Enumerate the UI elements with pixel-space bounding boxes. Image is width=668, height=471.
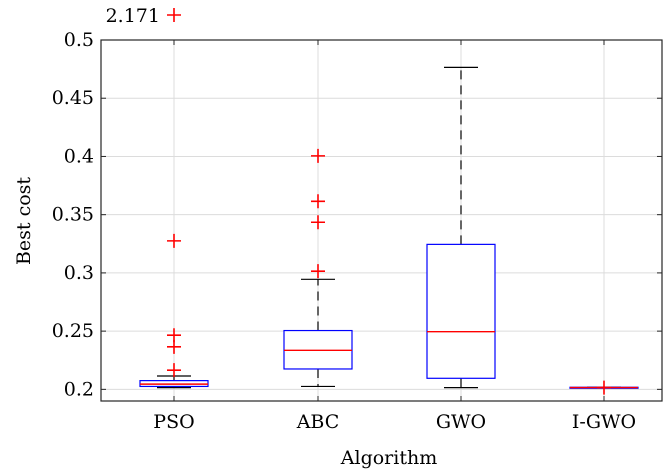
offscale-outlier-label: 2.171: [106, 5, 160, 27]
plot-frame: [100, 39, 663, 402]
y-axis-ticks: 0.2 0.25 0.3 0.35 0.4 0.45 0.5: [52, 29, 662, 400]
outlier-marker: [311, 215, 325, 230]
outlier-marker: [311, 194, 325, 209]
y-tick-label: 0.45: [52, 87, 94, 109]
box-i-gwo: [569, 380, 639, 395]
outlier-marker: [597, 380, 611, 395]
outlier-marker: [167, 328, 181, 343]
x-tick-label: ABC: [296, 411, 340, 433]
y-axis-title: Best cost: [13, 177, 35, 265]
y-tick-label: 0.3: [64, 262, 94, 284]
box-gwo: [426, 66, 496, 389]
x-axis-title: Algorithm: [340, 447, 437, 469]
boxplot-series: [139, 66, 639, 395]
box-abc: [283, 148, 353, 388]
x-tick-label: GWO: [436, 411, 486, 433]
offscale-outlier-marker: [167, 8, 181, 22]
outlier-marker: [311, 264, 325, 279]
outlier-marker: [167, 233, 181, 248]
y-tick-label: 0.5: [64, 29, 94, 51]
x-tick-label: PSO: [153, 411, 194, 433]
grid-lines: [101, 39, 662, 401]
y-tick-label: 0.35: [52, 204, 94, 226]
iqr-box: [426, 243, 496, 379]
y-tick-label: 0.25: [52, 320, 94, 342]
outlier-marker: [311, 148, 325, 163]
offscale-outlier: 2.171: [106, 5, 181, 27]
x-tick-label: I-GWO: [572, 411, 636, 433]
y-tick-label: 0.4: [64, 145, 94, 167]
box-pso: [139, 233, 209, 389]
outlier-marker: [167, 363, 181, 378]
y-tick-label: 0.2: [64, 378, 94, 400]
x-axis-ticks: PSO ABC GWO I-GWO: [153, 40, 636, 433]
